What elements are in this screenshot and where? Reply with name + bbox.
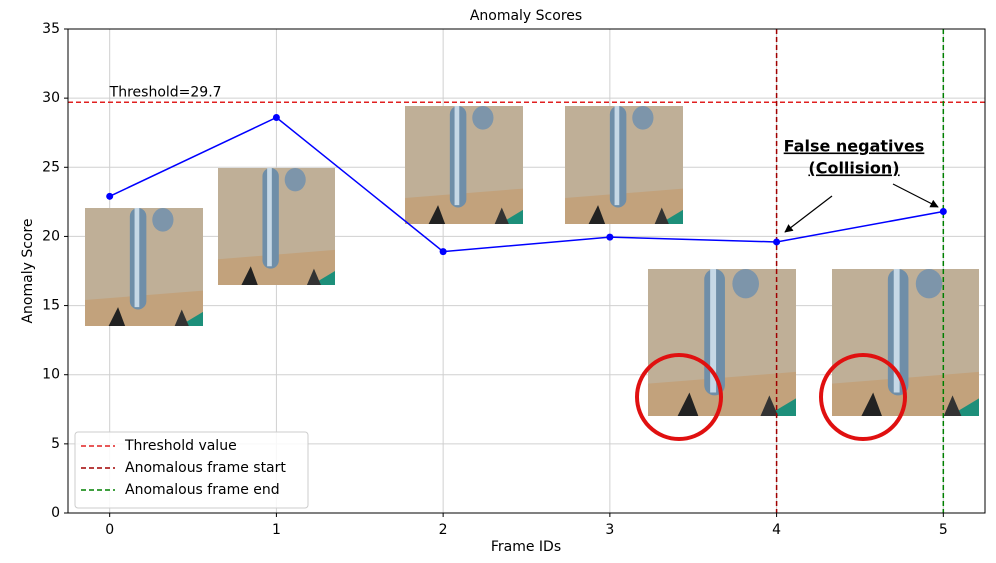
y-tick-label: 10 (42, 367, 60, 383)
threshold-label: Threshold=29.7 (109, 84, 222, 100)
y-axis-label: Anomaly Score (20, 218, 36, 323)
y-tick-label: 35 (42, 21, 60, 37)
score-point (272, 114, 280, 122)
legend-box (74, 431, 309, 509)
y-tick-label: 5 (51, 436, 60, 452)
annotation: (Collision) (808, 159, 899, 178)
score-point (939, 208, 947, 216)
collision-circle (819, 353, 907, 441)
score-point (439, 248, 447, 256)
y-tick-label: 15 (42, 298, 60, 314)
annotation: False negatives (784, 137, 925, 156)
thumbnails (85, 106, 979, 441)
legend-label: Anomalous frame end (125, 482, 280, 498)
y-tick-label: 0 (51, 505, 60, 521)
x-tick-label: 1 (272, 522, 281, 538)
score-line (109, 116, 944, 253)
annotation-arrow (892, 183, 939, 208)
x-axis-label: Frame IDs (491, 539, 561, 555)
x-tick-label: 4 (772, 522, 781, 538)
x-tick-label: 3 (605, 522, 614, 538)
frame-thumbnail (405, 106, 523, 224)
x-tick-label: 5 (939, 522, 948, 538)
y-tick-label: 20 (42, 228, 60, 244)
chart-title: Anomaly Scores (470, 8, 582, 24)
x-tick-label: 2 (439, 522, 448, 538)
legend-label: Threshold value (124, 438, 237, 454)
y-tick-label: 25 (42, 159, 60, 175)
legend-label: Anomalous frame start (125, 460, 286, 476)
collision-circle (635, 353, 723, 441)
plot: 0 5 10 15 20 25 30 35 0 1 2 3 4 5 Threshold=29.7 (42, 21, 985, 538)
legend: Threshold value Anomalous frame start Anom… (74, 431, 309, 509)
plot-frame (67, 28, 986, 514)
x-tick-label: 0 (105, 522, 114, 538)
score-point (773, 238, 781, 246)
frame-thumbnail (85, 208, 203, 326)
score-point (606, 233, 614, 241)
frame-thumbnail (565, 106, 683, 224)
y-tick-label: 30 (42, 90, 60, 106)
annotation-arrow (784, 195, 833, 233)
score-point (106, 192, 114, 200)
frame-thumbnail (218, 168, 335, 285)
